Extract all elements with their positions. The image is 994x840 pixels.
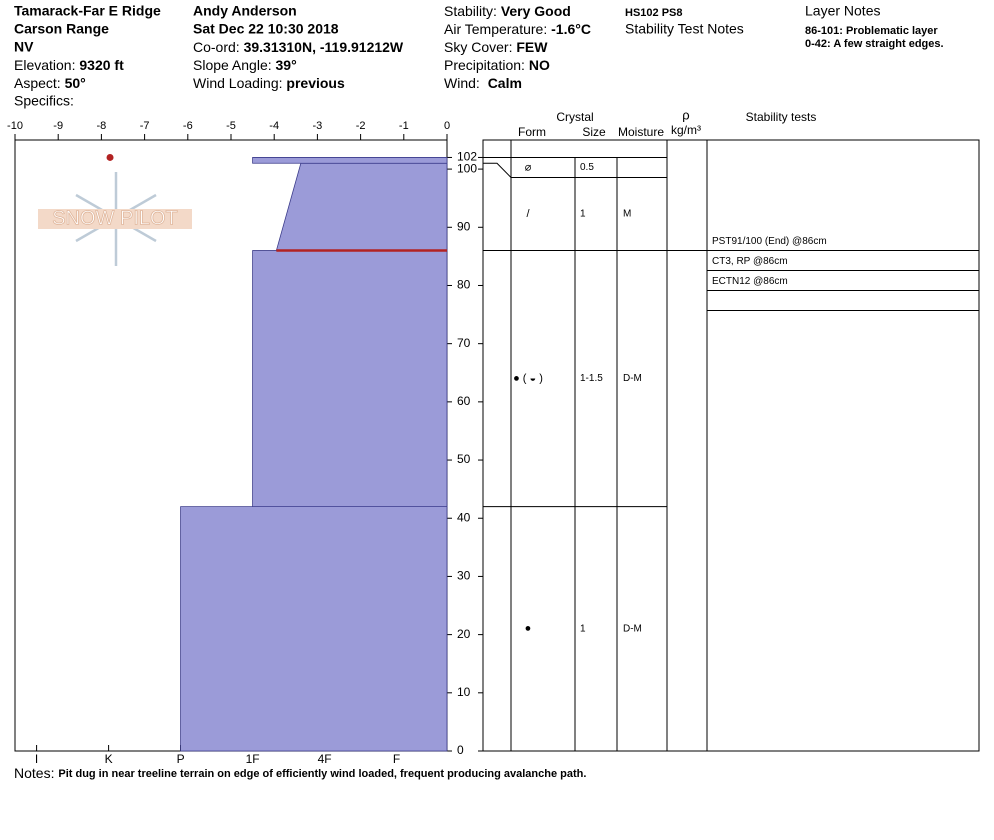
hardness-tick-label: K [105, 752, 113, 766]
notes: Notes: Pit dug in near treeline terrain … [14, 765, 586, 781]
temperature-tick-label: -9 [53, 120, 63, 132]
aspect: Aspect: 50° [14, 75, 86, 91]
hardness-layer [180, 506, 448, 752]
depth-tick-label: 102 [457, 150, 477, 164]
depth-tick-label: 20 [457, 627, 471, 641]
hs-ps: HS102 PS8 [625, 7, 682, 19]
crystal-size: 1-1.5 [580, 373, 603, 384]
temperature-point [106, 153, 114, 161]
layer-note: 0-42: A few straight edges. [805, 38, 944, 50]
column-header: ρ [682, 107, 689, 122]
depth-tick-label: 100 [457, 161, 477, 175]
location: Carson Range [14, 21, 109, 37]
wind: Wind: Calm [444, 75, 522, 91]
temperature-tick-label: -7 [140, 120, 150, 132]
temperature-tick-label: 0 [444, 120, 450, 132]
specifics: Specifics: [14, 93, 74, 109]
layer-boundary [483, 162, 667, 178]
depth-tick-label: 90 [457, 219, 471, 233]
hardness-tick-label: 4F [318, 752, 332, 766]
precipitation: Precipitation: NO [444, 57, 550, 73]
stability-test: PST91/100 (End) @86cm [712, 236, 827, 247]
depth-tick-label: 50 [457, 452, 471, 466]
depth-tick-label: 10 [457, 685, 471, 699]
hardness-layer [275, 162, 448, 251]
crystal-size: 1 [580, 209, 586, 220]
coord: Co-ord: 39.31310N, -119.91212W [193, 39, 404, 55]
elevation: Elevation: 9320 ft [14, 57, 124, 73]
moisture: D-M [623, 623, 642, 634]
moisture: M [623, 209, 631, 220]
column-header: kg/m³ [671, 123, 701, 137]
logo-text: SNOW PILOT [52, 207, 178, 229]
layer-note: 86-101: Problematic layer [805, 25, 938, 37]
observer: Andy Anderson [193, 3, 297, 19]
hardness-tick-label: F [393, 752, 400, 766]
column-header: Stability tests [746, 110, 817, 124]
logo-band [38, 209, 192, 229]
stability-test: ECTN12 @86cm [712, 276, 788, 287]
location: NV [14, 39, 34, 55]
temperature-tick-label: -2 [356, 120, 366, 132]
sky-cover: Sky Cover: FEW [444, 39, 548, 55]
date: Sat Dec 22 10:30 2018 [193, 21, 339, 37]
temperature-tick-label: -3 [313, 120, 323, 132]
column-header: Moisture [618, 125, 664, 139]
hardness-layer [252, 157, 448, 164]
air-temperature: Air Temperature: -1.6°C [444, 21, 591, 37]
depth-tick-label: 80 [457, 278, 471, 292]
temperature-tick-label: -1 [399, 120, 409, 132]
layer-notes-title: Layer Notes [805, 3, 880, 19]
column-header: Crystal [556, 110, 593, 124]
slope-angle: Slope Angle: 39° [193, 57, 297, 73]
wind-loading: Wind Loading: previous [193, 75, 345, 91]
hardness-tick-label: 1F [246, 752, 260, 766]
hardness-layer [252, 250, 448, 508]
depth-tick-label: 40 [457, 510, 471, 524]
hardness-tick-label: P [177, 752, 185, 766]
location: Tamarack-Far E Ridge [14, 3, 161, 19]
column-header: Form [518, 125, 546, 139]
moisture: D-M [623, 373, 642, 384]
depth-tick-label: 30 [457, 569, 471, 583]
temperature-tick-label: -5 [226, 120, 236, 132]
crystal-form: ● [525, 623, 532, 635]
column-header: Size [582, 125, 606, 139]
table-frame [482, 139, 980, 752]
depth-tick-label: 70 [457, 336, 471, 350]
temperature-tick-label: -6 [183, 120, 193, 132]
crystal-size: 0.5 [580, 162, 594, 173]
crystal-form: ● ( ◒ ) [513, 372, 543, 384]
crystal-form: ⌀ [525, 161, 532, 173]
stability-test: CT3, RP @86cm [712, 256, 788, 267]
stability-test-notes-title: Stability Test Notes [625, 21, 744, 37]
temperature-tick-label: -10 [7, 120, 23, 132]
depth-tick-label: 60 [457, 394, 471, 408]
hardness-tick-label: I [35, 752, 38, 766]
depth-tick-label: 0 [457, 743, 464, 757]
temperature-tick-label: -4 [269, 120, 279, 132]
crystal-size: 1 [580, 623, 586, 634]
temperature-tick-label: -8 [97, 120, 107, 132]
crystal-form: / [526, 208, 530, 220]
stability: Stability: Very Good [444, 3, 571, 19]
